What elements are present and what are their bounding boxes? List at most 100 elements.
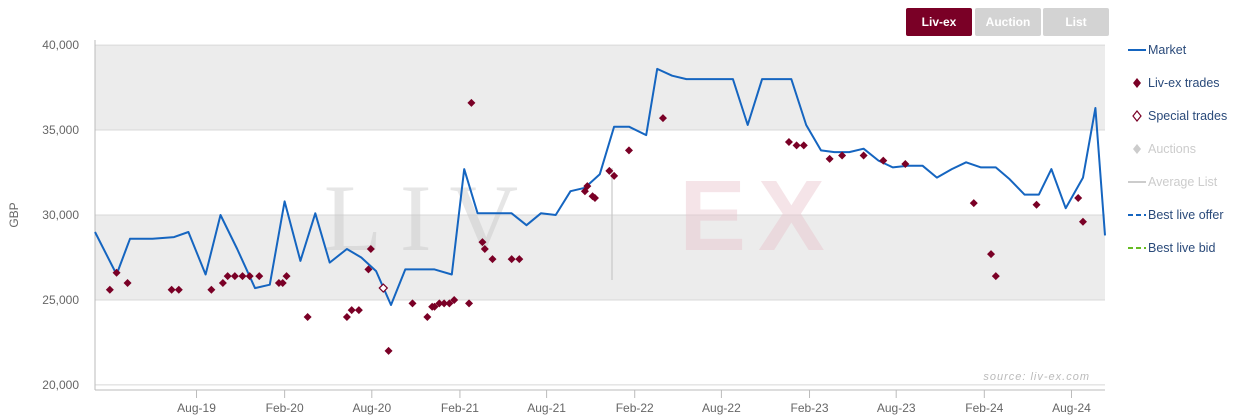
legend-label: Best live offer — [1148, 208, 1224, 222]
trade-point — [792, 141, 801, 150]
toggle-list[interactable]: List — [1043, 8, 1109, 36]
trade-point — [435, 299, 444, 308]
legend-item-special-trades[interactable]: Special trades — [1126, 106, 1244, 139]
line-icon — [1128, 49, 1146, 51]
y-axis-label: GBP — [7, 202, 21, 227]
legend-label: Liv-ex trades — [1148, 76, 1220, 90]
trade-point — [478, 238, 487, 247]
trade-point — [347, 306, 356, 315]
special-trade-point — [378, 283, 389, 293]
trade-point — [879, 156, 888, 165]
trade-point — [303, 312, 312, 321]
plot-band — [95, 45, 1105, 131]
x-tick-label: Feb-21 — [441, 401, 479, 415]
trade-point — [255, 272, 264, 281]
y-tick-label: 20,000 — [42, 378, 79, 392]
trade-point — [278, 278, 287, 287]
trade-point — [105, 285, 114, 294]
trade-point — [991, 272, 1000, 281]
trade-point — [364, 265, 373, 274]
trade-point — [901, 160, 910, 169]
trade-point — [366, 244, 375, 253]
trade-point — [605, 166, 614, 175]
trade-point — [384, 346, 393, 355]
diamond-outline-icon — [1132, 110, 1142, 122]
trade-point — [238, 272, 247, 281]
trade-point — [515, 255, 524, 264]
toggle-livex[interactable]: Liv-ex — [906, 8, 972, 36]
trade-point — [207, 285, 216, 294]
trade-point — [223, 272, 232, 281]
trade-point — [624, 146, 633, 155]
trade-point — [230, 272, 239, 281]
legend-item-livex-trades[interactable]: Liv-ex trades — [1126, 73, 1244, 106]
x-tick-label: Feb-23 — [791, 401, 829, 415]
legend-label: Market — [1148, 43, 1187, 57]
legend-item-auctions[interactable]: Auctions — [1126, 139, 1244, 172]
trade-point — [245, 272, 254, 281]
trade-point — [507, 255, 516, 264]
x-tick-label: Aug-23 — [877, 401, 916, 415]
y-tick-label: 25,000 — [42, 293, 79, 307]
x-tick-label: Feb-20 — [266, 401, 304, 415]
x-tick-label: Aug-22 — [702, 401, 741, 415]
trade-point — [440, 299, 449, 308]
trade-point — [825, 154, 834, 163]
x-tick-label: Feb-24 — [965, 401, 1003, 415]
trade-point — [174, 285, 183, 294]
trade-point — [610, 171, 619, 180]
trade-point — [1032, 200, 1041, 209]
trade-point — [167, 285, 176, 294]
legend-label: Average List — [1148, 175, 1218, 189]
dashed-line-icon — [1128, 214, 1146, 216]
watermark-left: LIV — [324, 165, 536, 271]
legend-label: Auctions — [1148, 142, 1196, 156]
y-tick-label: 40,000 — [42, 38, 79, 52]
trade-point — [408, 299, 417, 308]
trade-point — [423, 312, 432, 321]
trade-point — [445, 299, 454, 308]
trade-point — [354, 306, 363, 315]
legend-label: Best live bid — [1148, 241, 1216, 255]
market-line — [94, 67, 1106, 306]
trade-point — [969, 199, 978, 208]
trade-point — [987, 250, 996, 259]
trade-point — [784, 137, 793, 146]
x-tick-label: Aug-20 — [352, 401, 391, 415]
x-tick-label: Aug-19 — [177, 401, 216, 415]
toggle-auction[interactable]: Auction — [975, 8, 1041, 36]
trade-point — [342, 312, 351, 321]
legend-label: Special trades — [1148, 109, 1228, 123]
trade-point — [488, 255, 497, 264]
x-tick-label: Aug-24 — [1052, 401, 1091, 415]
trade-point — [450, 295, 459, 304]
dashed-line-icon — [1128, 247, 1146, 249]
legend-item-market[interactable]: Market — [1126, 40, 1244, 73]
legend-item-average-list[interactable]: Average List — [1126, 172, 1244, 205]
y-tick-label: 35,000 — [42, 123, 79, 137]
trade-point — [859, 151, 868, 160]
trade-point — [1074, 194, 1083, 203]
trade-point — [1078, 217, 1087, 226]
legend-item-best-live-offer[interactable]: Best live offer — [1126, 205, 1244, 238]
x-tick-label: Aug-21 — [527, 401, 566, 415]
trade-point — [838, 151, 847, 160]
line-icon — [1128, 181, 1146, 183]
trade-point — [799, 141, 808, 150]
trade-point — [218, 278, 227, 287]
chart-legend: Market Liv-ex trades Special trades Auct… — [1126, 40, 1244, 271]
diamond-icon — [1133, 144, 1141, 154]
trade-point — [123, 278, 132, 287]
trade-point — [465, 299, 474, 308]
trade-point — [430, 302, 439, 311]
diamond-icon — [1133, 78, 1141, 88]
watermark-right: EX — [679, 160, 836, 272]
trade-point — [282, 272, 291, 281]
trade-point — [480, 244, 489, 253]
plot-band — [95, 215, 1105, 300]
source-label: source: liv-ex.com — [983, 371, 1090, 383]
legend-item-best-live-bid[interactable]: Best live bid — [1126, 238, 1244, 271]
trade-point — [467, 98, 476, 107]
x-tick-label: Feb-22 — [616, 401, 654, 415]
